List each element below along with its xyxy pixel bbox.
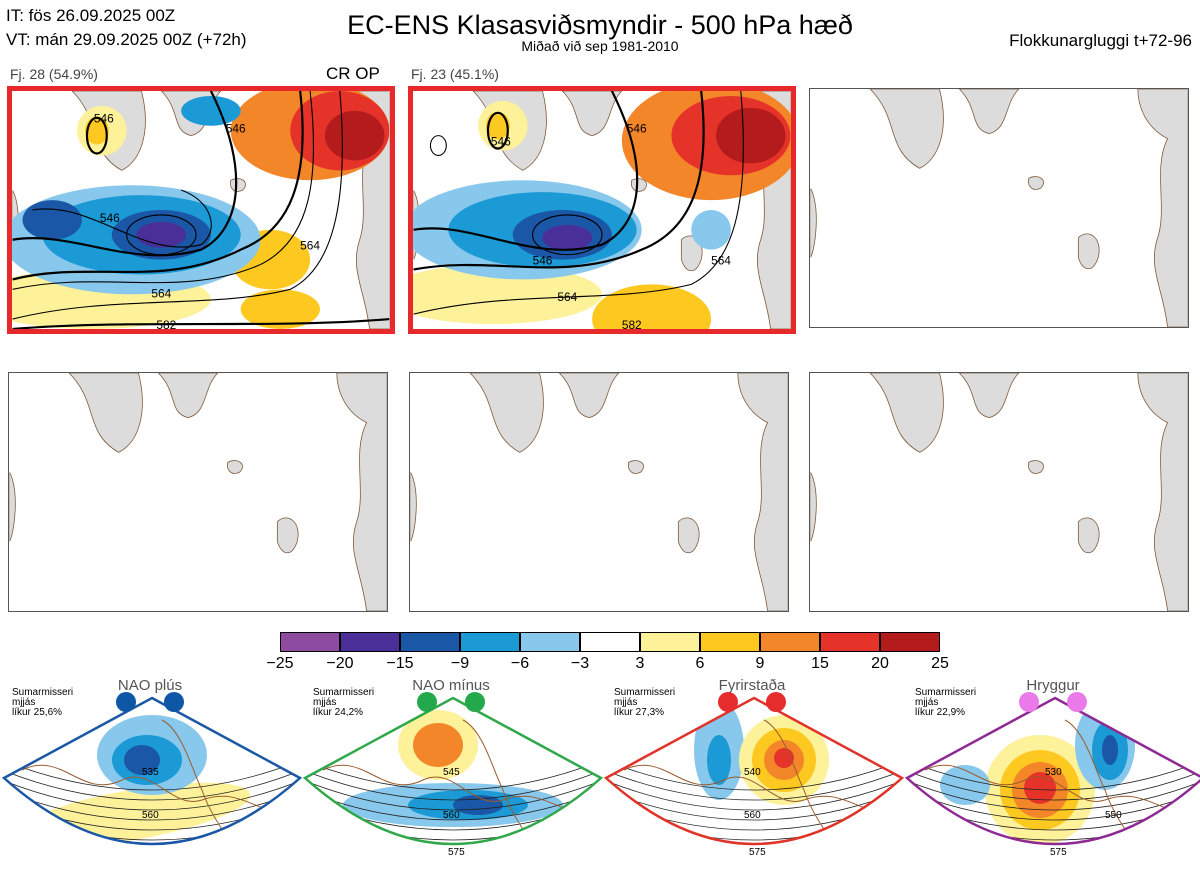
- regime-contour-label: 575: [448, 847, 465, 858]
- cluster-1-extra: CR OP: [326, 64, 380, 83]
- colorbar-swatch: [640, 632, 700, 652]
- empty-map-panel-4: [8, 372, 388, 612]
- regime-map: 535 560: [2, 696, 302, 846]
- empty-map-panel-6: [809, 372, 1189, 612]
- regime-contour-label: 560: [744, 810, 761, 821]
- regime-dot: [417, 692, 437, 712]
- colorbar-swatch: [340, 632, 400, 652]
- regime-name: Fyrirstaða: [718, 677, 786, 694]
- contour-label: 546: [226, 122, 246, 136]
- regime-dot: [116, 692, 136, 712]
- cluster-1-label: Fj. 28 (54.9%): [10, 66, 98, 82]
- regime-contour-label: 560: [142, 810, 159, 821]
- regime-name: NAO mínus: [412, 677, 490, 694]
- colorbar-swatch: [400, 632, 460, 652]
- valid-time: VT: mán 29.09.2025 00Z (+72h): [6, 30, 247, 49]
- colorbar-tick: 6: [695, 655, 705, 672]
- contour-label: 564: [151, 286, 171, 300]
- regime-info: Sumarmisseri mjjás líkur 27,3%: [614, 687, 676, 718]
- colorbar-swatch: [460, 632, 520, 652]
- regime-dot: [1019, 692, 1039, 712]
- regime-name: Hryggur: [1026, 677, 1080, 694]
- regime-contour-label: 550: [1105, 810, 1122, 821]
- colorbar-tick: −3: [570, 655, 590, 672]
- contour-label: 564: [557, 290, 577, 304]
- colorbar-swatch: [880, 632, 940, 652]
- regime-dot: [164, 692, 184, 712]
- regime-contour-label: 575: [1050, 847, 1067, 858]
- regime-map: 530 550 575: [905, 696, 1200, 858]
- page-title: EC-ENS Klasasviðsmyndir - 500 hPa hæð: [347, 10, 853, 40]
- contour-label: 564: [711, 254, 731, 268]
- regime-info: Sumarmisseri mjjás líkur 25,6%: [12, 687, 74, 718]
- regime-map: 545 560 575: [303, 696, 603, 858]
- colorbar-tick: 3: [635, 655, 645, 672]
- colorbar-tick: 20: [871, 655, 889, 672]
- colorbar-tick: −9: [450, 655, 470, 672]
- contour-label: 564: [300, 239, 320, 253]
- colorbar-tick: 9: [755, 655, 765, 672]
- colorbar-swatch: [700, 632, 760, 652]
- contour-label: 546: [627, 122, 647, 136]
- colorbar-swatch: [580, 632, 640, 652]
- regime-dot: [718, 692, 738, 712]
- colorbar-tick: −20: [326, 655, 354, 672]
- colorbar-swatch: [820, 632, 880, 652]
- colorbar-swatch: [520, 632, 580, 652]
- regime-info: Sumarmisseri mjjás líkur 22,9%: [915, 687, 977, 718]
- colorbar-tick: −6: [510, 655, 530, 672]
- regime-name: NAO plús: [117, 677, 183, 694]
- contour-label: 546: [491, 135, 511, 149]
- regime-info: Sumarmisseri mjjás líkur 24,2%: [313, 687, 375, 718]
- empty-map-panel-5: [409, 372, 789, 612]
- regime-contour-label: 545: [443, 767, 460, 778]
- contour-label: 582: [622, 318, 642, 329]
- regime-contour-label: 560: [443, 810, 460, 821]
- colorbar-swatch: [280, 632, 340, 652]
- regime-contour-label: 540: [744, 767, 761, 778]
- contour-label: 546: [533, 254, 553, 268]
- classification-window: Flokkunargluggi t+72-96: [1009, 31, 1192, 50]
- colorbar-tick: 25: [931, 655, 949, 672]
- contour-label: 582: [156, 318, 176, 329]
- regime-dot: [766, 692, 786, 712]
- regime-contour-label: 575: [749, 847, 766, 858]
- regime-contour-label: 535: [142, 767, 159, 778]
- regime-dot: [465, 692, 485, 712]
- regime-map: 540 560 575: [604, 696, 904, 858]
- colorbar-tick: −25: [266, 655, 294, 672]
- colorbar-tick: 15: [811, 655, 829, 672]
- page-subtitle: Miðað við sep 1981-2010: [521, 38, 679, 54]
- issue-time: IT: fös 26.09.2025 00Z: [6, 6, 176, 25]
- colorbar-swatch: [760, 632, 820, 652]
- contour-label: 546: [100, 211, 120, 225]
- regime-dot: [1067, 692, 1087, 712]
- empty-map-panel-3: [809, 88, 1189, 328]
- regime-contour-label: 530: [1045, 767, 1062, 778]
- cluster-1-map[interactable]: 546 546 546 564 564 582: [7, 86, 395, 334]
- cluster-2-label: Fj. 23 (45.1%): [411, 66, 499, 82]
- colorbar-tick: −15: [386, 655, 414, 672]
- cluster-2-map[interactable]: 546 546 546 564 564 582: [408, 86, 796, 334]
- contour-label: 546: [94, 112, 114, 126]
